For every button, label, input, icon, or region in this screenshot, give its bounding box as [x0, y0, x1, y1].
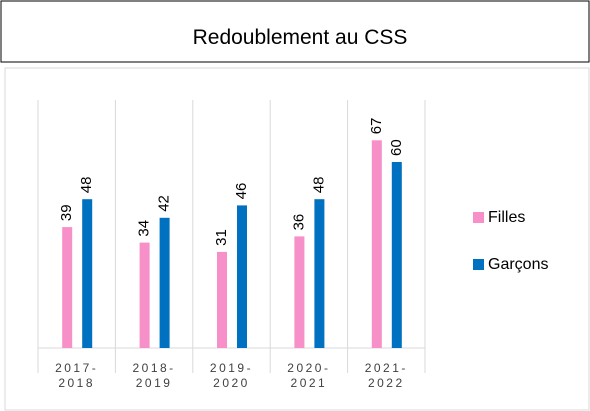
bar — [371, 140, 382, 348]
x-tick-label: 2020-2021 — [287, 361, 331, 390]
x-tick-label: 2017-2018 — [55, 361, 99, 390]
bar — [82, 199, 93, 348]
value-label: 34 — [136, 220, 153, 237]
bar — [217, 251, 227, 348]
bar — [237, 205, 247, 348]
value-label: 46 — [233, 183, 250, 200]
chart-title: Redoublement au CSS — [193, 26, 408, 49]
value-label: 31 — [213, 229, 230, 246]
value-label: 48 — [310, 177, 327, 194]
bar — [139, 242, 150, 348]
value-label: 36 — [290, 214, 307, 231]
value-label: 42 — [156, 195, 173, 212]
bar — [294, 236, 305, 348]
legend-swatch — [473, 259, 484, 270]
title-box — [0, 0, 590, 63]
bar — [62, 227, 73, 348]
x-tick-label: 2019-2020 — [209, 361, 254, 390]
legend-label: Filles — [488, 209, 525, 226]
x-tick-label: 2021-2022 — [364, 361, 408, 390]
value-label: 67 — [368, 118, 385, 135]
value-label: 60 — [388, 139, 405, 156]
bar — [159, 217, 170, 348]
legend-label: Garçons — [488, 256, 548, 273]
bar — [314, 199, 325, 348]
value-label: 48 — [78, 177, 95, 194]
legend-swatch — [473, 212, 484, 223]
value-label: 39 — [58, 204, 75, 221]
bar — [391, 162, 402, 348]
x-tick-label: 2018-2019 — [132, 361, 176, 390]
